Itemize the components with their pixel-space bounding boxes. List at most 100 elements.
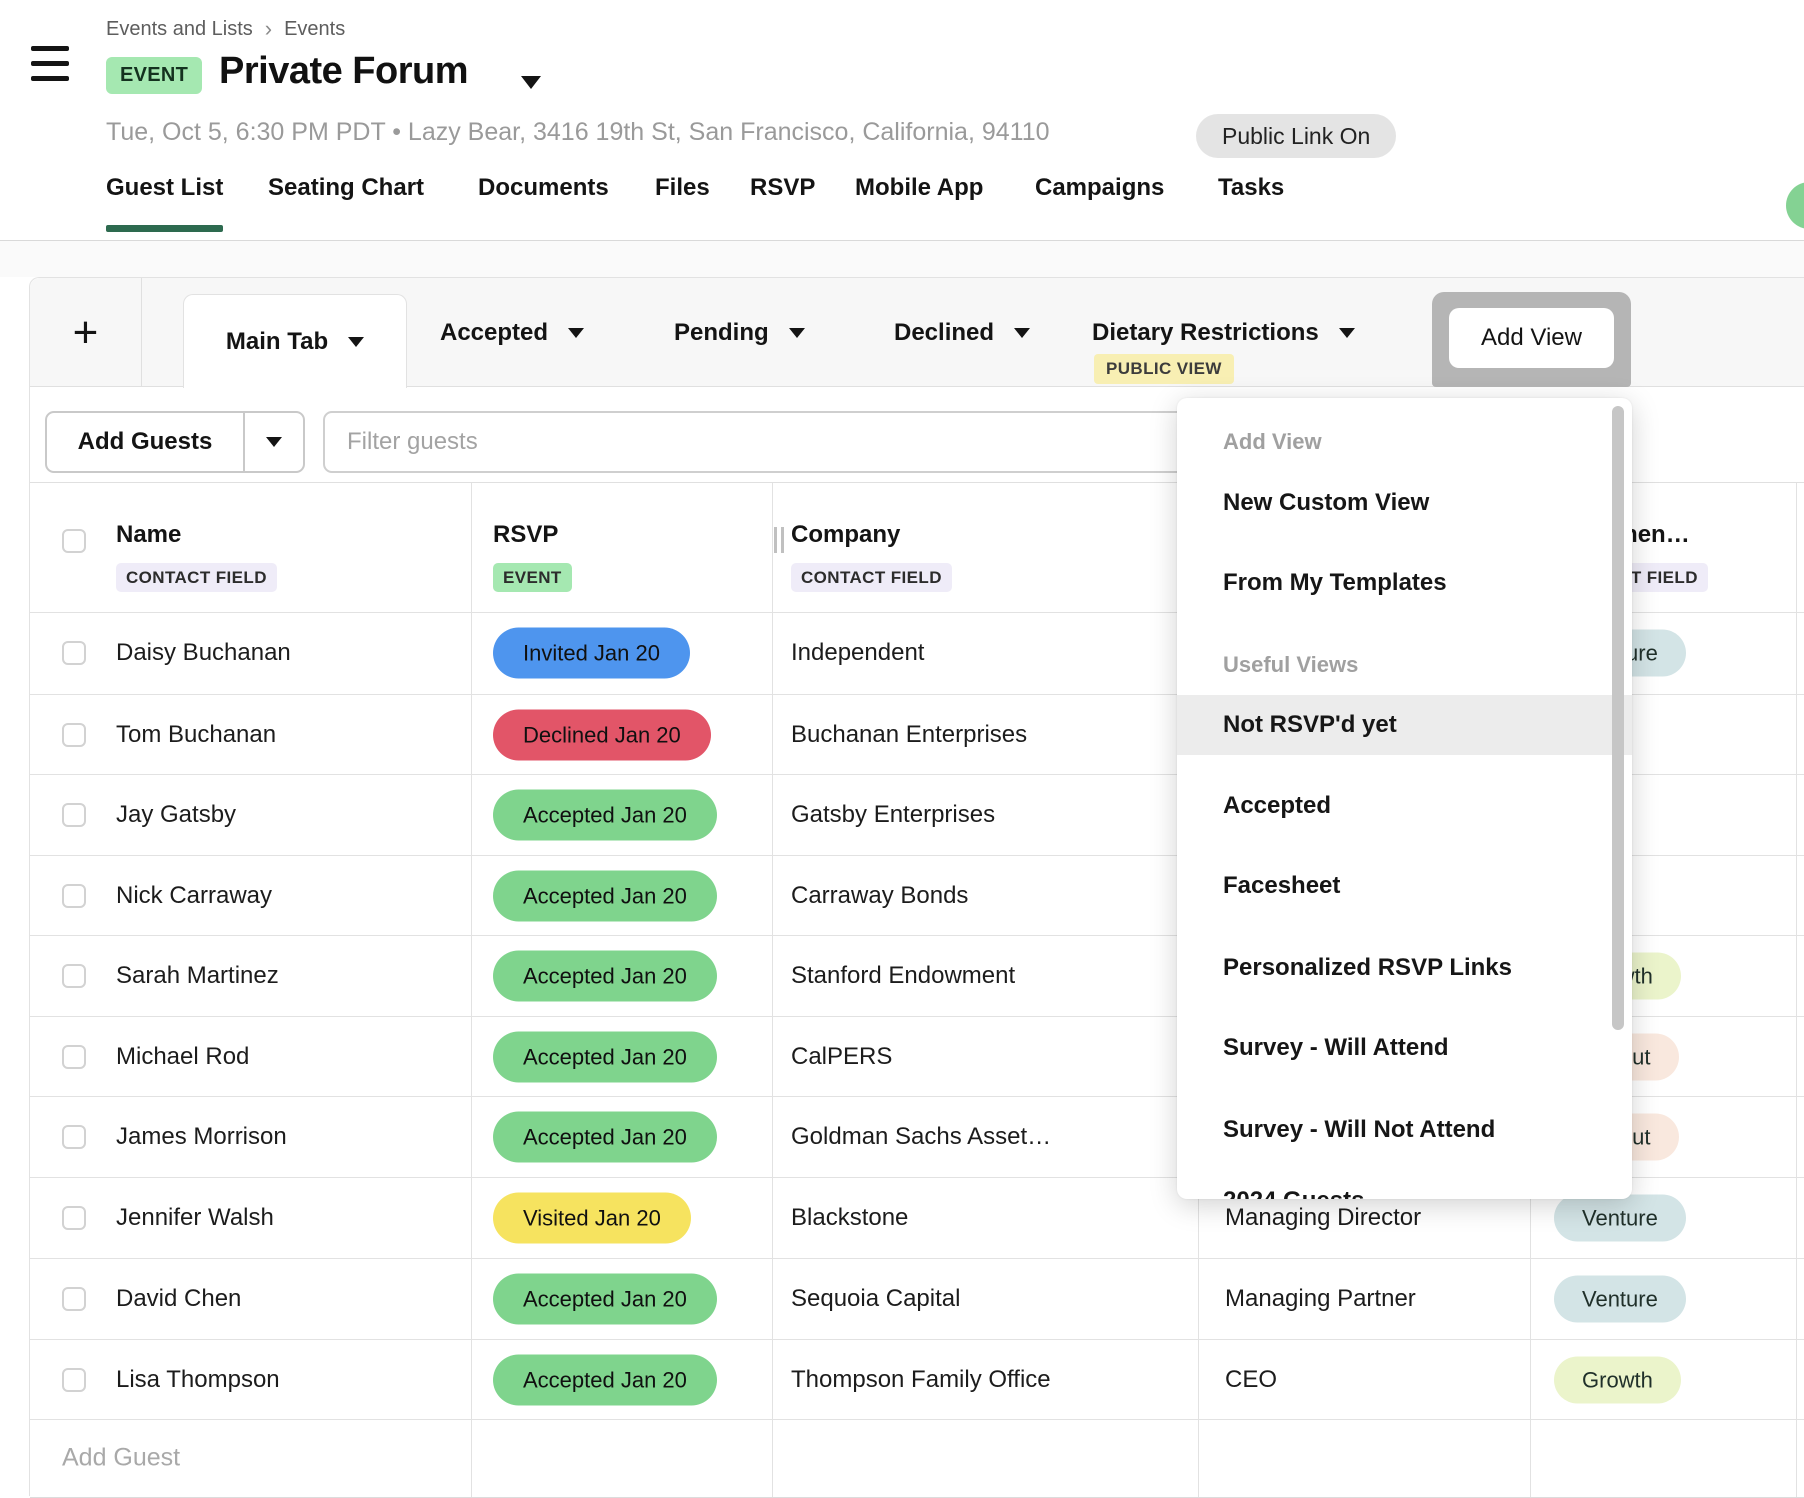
menu-item-from-my-templates[interactable]: From My Templates — [1223, 569, 1447, 596]
view-tab-accepted[interactable]: Accepted — [440, 278, 585, 387]
breadcrumb: Events and Lists › Events — [106, 16, 345, 42]
add-guests-label: Add Guests — [77, 428, 213, 455]
add-guest-row[interactable]: Add Guest — [30, 1419, 1804, 1497]
nav-tab-tasks[interactable]: Tasks — [1218, 174, 1285, 201]
guest-name: David Chen — [116, 1285, 242, 1312]
guest-company: Blackstone — [791, 1204, 909, 1231]
guest-title: Managing Partner — [1225, 1285, 1416, 1312]
menu-scrollbar-thumb[interactable] — [1612, 406, 1624, 1030]
menu-item-survey-will-attend[interactable]: Survey - Will Attend — [1223, 1034, 1449, 1061]
view-tab-declined[interactable]: Declined — [894, 278, 1031, 387]
row-checkbox[interactable] — [62, 723, 86, 747]
public-view-badge: PUBLIC VIEW — [1094, 354, 1234, 384]
select-all-checkbox[interactable] — [62, 529, 86, 553]
view-tab-pending[interactable]: Pending — [674, 278, 805, 387]
add-view-tab-button[interactable]: + — [72, 307, 99, 357]
investment-tag: Growth — [1554, 1356, 1681, 1404]
row-checkbox[interactable] — [62, 1125, 86, 1149]
menu-section-useful-views: Useful Views — [1223, 652, 1359, 677]
row-checkbox[interactable] — [62, 964, 86, 988]
row-checkbox[interactable] — [62, 884, 86, 908]
rsvp-status-pill: Accepted Jan 20 — [493, 1111, 717, 1163]
view-tab-label: Accepted — [440, 318, 549, 346]
nav-tab-mobile-app[interactable]: Mobile App — [855, 174, 984, 201]
strip-divider — [141, 278, 142, 387]
column-header-company[interactable]: Company — [791, 521, 901, 548]
table-row[interactable]: Jennifer Walsh Visited Jan 20 Blackstone… — [30, 1178, 1804, 1258]
menu-item-facesheet[interactable]: Facesheet — [1223, 872, 1341, 899]
add-guests-button[interactable]: Add Guests — [45, 411, 305, 473]
guest-name: James Morrison — [116, 1123, 287, 1150]
guest-company: Goldman Sachs Asset… — [791, 1123, 1052, 1150]
column-header-rsvp[interactable]: RSVP — [493, 521, 559, 548]
add-guests-dropdown[interactable] — [243, 413, 303, 471]
event-datetime-location: Tue, Oct 5, 6:30 PM PDT • Lazy Bear, 341… — [106, 118, 1050, 146]
add-guest-placeholder: Add Guest — [62, 1443, 181, 1472]
guest-company: CalPERS — [791, 1043, 893, 1070]
column-type-badge: CONTACT FIELD — [116, 563, 277, 592]
chevron-down-icon — [788, 327, 805, 338]
row-checkbox[interactable] — [62, 641, 86, 665]
table-row[interactable]: Tom Buchanan Declined Jan 20 Buchanan En… — [30, 695, 1804, 775]
column-header-name[interactable]: Name — [116, 521, 182, 548]
guest-name: Jay Gatsby — [116, 801, 237, 828]
guest-company: Carraway Bonds — [791, 882, 969, 909]
row-checkbox[interactable] — [62, 1206, 86, 1230]
add-view-button[interactable]: Add View — [1432, 292, 1631, 387]
rsvp-status-pill: Accepted Jan 20 — [493, 789, 717, 841]
rsvp-status-pill: Accepted Jan 20 — [493, 1354, 717, 1406]
nav-tab-files[interactable]: Files — [655, 174, 710, 201]
chevron-down-icon — [1014, 327, 1031, 338]
nav-tab-seating-chart[interactable]: Seating Chart — [268, 174, 425, 201]
menu-item-personalized-rsvp-links[interactable]: Personalized RSVP Links — [1223, 954, 1512, 981]
rsvp-status-pill: Visited Jan 20 — [493, 1192, 691, 1244]
nav-tab-guest-list[interactable]: Guest List — [106, 174, 224, 232]
row-checkbox[interactable] — [62, 1287, 86, 1311]
menu-item-survey-will-not-attend[interactable]: Survey - Will Not Attend — [1223, 1116, 1496, 1143]
breadcrumb-events-and-lists[interactable]: Events and Lists — [106, 17, 253, 40]
table-row[interactable]: Lisa Thompson Accepted Jan 20 Thompson F… — [30, 1340, 1804, 1420]
menu-item-not-rsvpd-yet[interactable]: Not RSVP'd yet — [1177, 695, 1632, 755]
menu-section-add-view: Add View — [1223, 429, 1322, 454]
floating-action-button[interactable] — [1786, 182, 1804, 229]
menu-icon[interactable] — [31, 44, 69, 84]
table-row[interactable]: Nick Carraway Accepted Jan 20 Carraway B… — [30, 856, 1804, 936]
row-checkbox[interactable] — [62, 803, 86, 827]
public-link-status-pill[interactable]: Public Link On — [1196, 114, 1397, 158]
event-title-dropdown-icon[interactable] — [521, 76, 541, 89]
guest-company: Thompson Family Office — [791, 1366, 1051, 1393]
table-row[interactable]: Jay Gatsby Accepted Jan 20 Gatsby Enterp… — [30, 775, 1804, 855]
chevron-down-icon — [266, 437, 282, 447]
guest-company: Gatsby Enterprises — [791, 801, 996, 828]
guest-company: Independent — [791, 639, 925, 666]
row-checkbox[interactable] — [62, 1368, 86, 1392]
view-tab-label: Main Tab — [225, 327, 329, 355]
view-tab-dietary-restrictions[interactable]: Dietary Restrictions — [1092, 278, 1355, 387]
nav-tab-documents[interactable]: Documents — [478, 174, 609, 201]
row-checkbox[interactable] — [62, 1045, 86, 1069]
guest-name: Lisa Thompson — [116, 1366, 280, 1393]
table-row[interactable]: David Chen Accepted Jan 20 Sequoia Capit… — [30, 1259, 1804, 1339]
nav-tab-rsvp[interactable]: RSVP — [750, 174, 816, 201]
chevron-down-icon — [568, 327, 585, 338]
breadcrumb-events[interactable]: Events — [284, 17, 346, 40]
menu-item-accepted[interactable]: Accepted — [1223, 792, 1332, 819]
view-tab-main-tab[interactable]: Main Tab — [183, 294, 407, 388]
header-divider — [0, 240, 1804, 241]
column-type-badge: EVENT — [493, 563, 572, 592]
guest-company: Sequoia Capital — [791, 1285, 961, 1312]
guest-company: Buchanan Enterprises — [791, 721, 1028, 748]
view-tab-strip: + Main Tab Accepted Pending Declined Die… — [30, 278, 1804, 388]
menu-item-2024-guests[interactable]: 2024 Guests — [1177, 1184, 1632, 1199]
view-tab-label: Pending — [674, 318, 769, 346]
breadcrumb-chevron-icon: › — [264, 16, 273, 41]
rsvp-status-pill: Declined Jan 20 — [493, 709, 711, 761]
guest-title: Managing Director — [1225, 1204, 1422, 1231]
menu-item-new-custom-view[interactable]: New Custom View — [1223, 489, 1430, 516]
investment-tag: Venture — [1554, 1275, 1686, 1323]
column-resize-handle-icon[interactable] — [774, 527, 786, 553]
page-title: Private Forum — [219, 50, 469, 92]
rsvp-status-pill: Accepted Jan 20 — [493, 1031, 717, 1083]
nav-tab-campaigns[interactable]: Campaigns — [1035, 174, 1165, 201]
view-tab-label: Dietary Restrictions — [1092, 318, 1319, 346]
